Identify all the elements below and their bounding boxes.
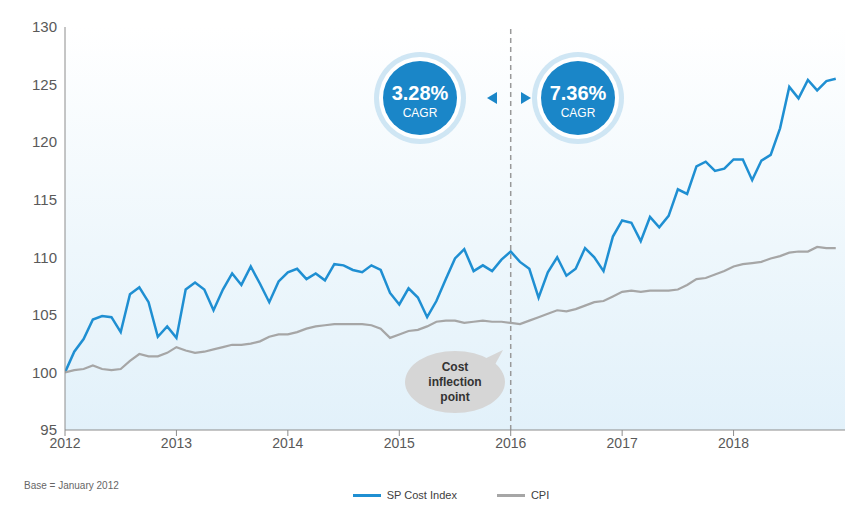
svg-text:2018: 2018 — [718, 435, 749, 451]
svg-text:100: 100 — [32, 364, 57, 381]
html-text:SP Cost Index: SP Cost Index — [386, 489, 457, 501]
svg-text:95: 95 — [40, 421, 57, 438]
svg-text:2016: 2016 — [495, 435, 526, 451]
svg-text:inflection: inflection — [428, 375, 481, 389]
svg-text:105: 105 — [32, 306, 57, 323]
svg-text:2015: 2015 — [384, 435, 415, 451]
svg-text:115: 115 — [33, 191, 57, 208]
svg-text:2014: 2014 — [272, 435, 303, 451]
svg-text:130: 130 — [32, 18, 57, 35]
svg-text:7.36%: 7.36% — [550, 82, 607, 104]
svg-text:Cost: Cost — [442, 360, 469, 374]
svg-text:125: 125 — [32, 76, 57, 93]
html-text:Base = January 2012: Base = January 2012 — [24, 480, 119, 491]
svg-text:CAGR: CAGR — [403, 106, 438, 120]
svg-text:point: point — [440, 390, 469, 404]
svg-text:120: 120 — [32, 133, 57, 150]
svg-text:2012: 2012 — [49, 434, 81, 451]
svg-text:110: 110 — [33, 249, 57, 266]
html-text:CPI: CPI — [530, 489, 550, 501]
svg-text:3.28%: 3.28% — [392, 82, 449, 104]
svg-text:2017: 2017 — [607, 435, 638, 451]
svg-text:CAGR: CAGR — [561, 106, 596, 120]
svg-text:2013: 2013 — [161, 435, 192, 451]
